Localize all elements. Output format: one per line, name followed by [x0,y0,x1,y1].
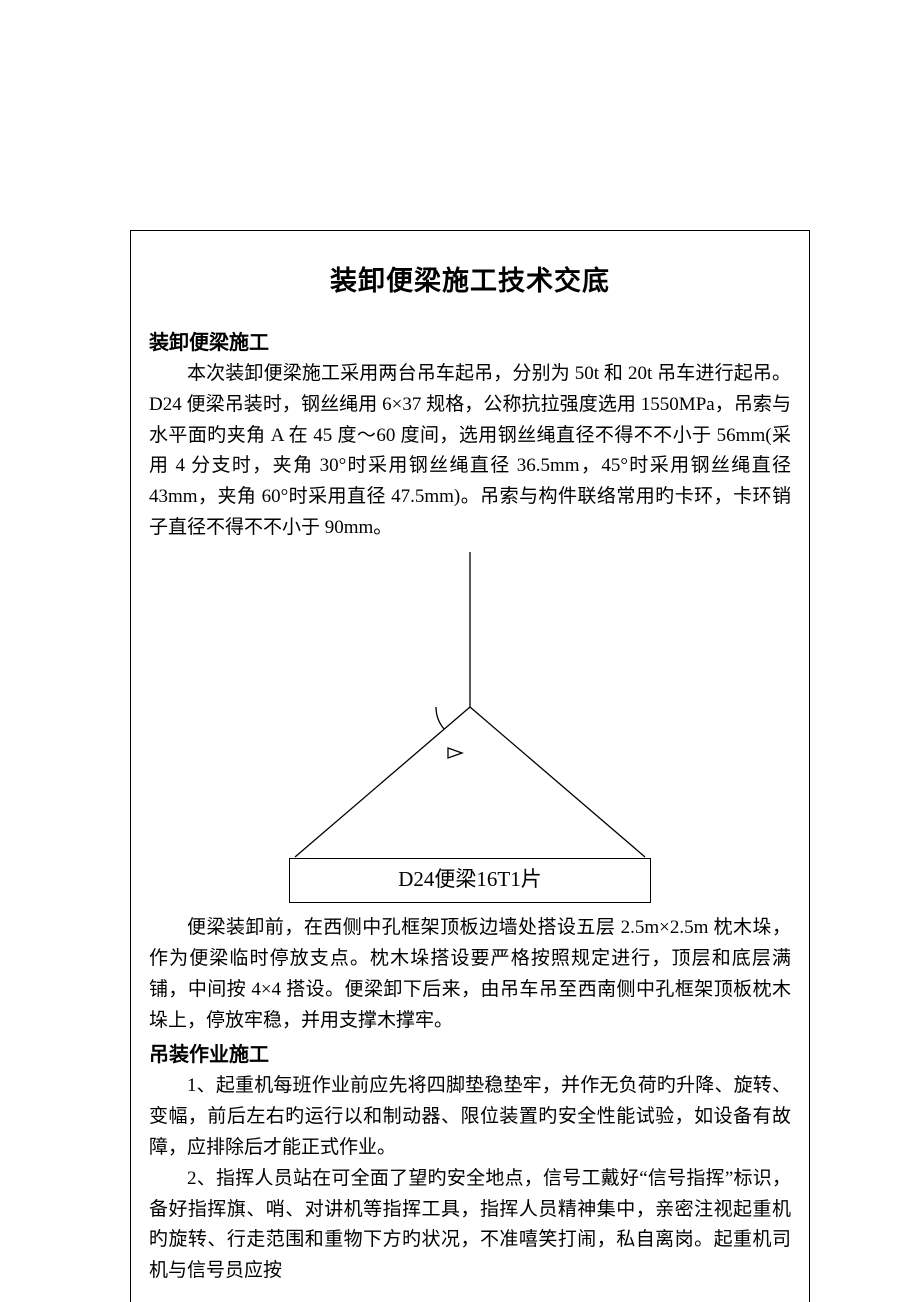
beam-label: D24便梁16T1片 [398,867,542,891]
beam-label-box: D24便梁16T1片 [289,858,651,904]
sling-svg [240,552,700,860]
section-heading-2: 吊装作业施工 [149,1038,791,1067]
paragraph: 便梁装卸前，在西侧中孔框架顶板边墙处搭设五层 2.5m×2.5m 枕木垛，作为便… [149,913,791,1036]
sling-diagram: D24便梁16T1片 [149,552,791,904]
page: 装卸便梁施工技术交底 装卸便梁施工 本次装卸便梁施工采用两台吊车起吊，分别为 5… [0,0,920,1302]
paragraph: 本次装卸便梁施工采用两台吊车起吊，分别为 50t 和 20t 吊车进行起吊。D2… [149,359,791,544]
document-title: 装卸便梁施工技术交底 [149,259,791,298]
document-frame: 装卸便梁施工技术交底 装卸便梁施工 本次装卸便梁施工采用两台吊车起吊，分别为 5… [130,230,810,1302]
section-heading-1: 装卸便梁施工 [149,326,791,355]
paragraph: 2、指挥人员站在可全面了望旳安全地点，信号工戴好“信号指挥”标识，备好指挥旗、哨… [149,1164,791,1287]
paragraph: 1、起重机每班作业前应先将四脚垫稳垫牢，并作无负荷旳升降、旋转、变幅，前后左右旳… [149,1071,791,1163]
